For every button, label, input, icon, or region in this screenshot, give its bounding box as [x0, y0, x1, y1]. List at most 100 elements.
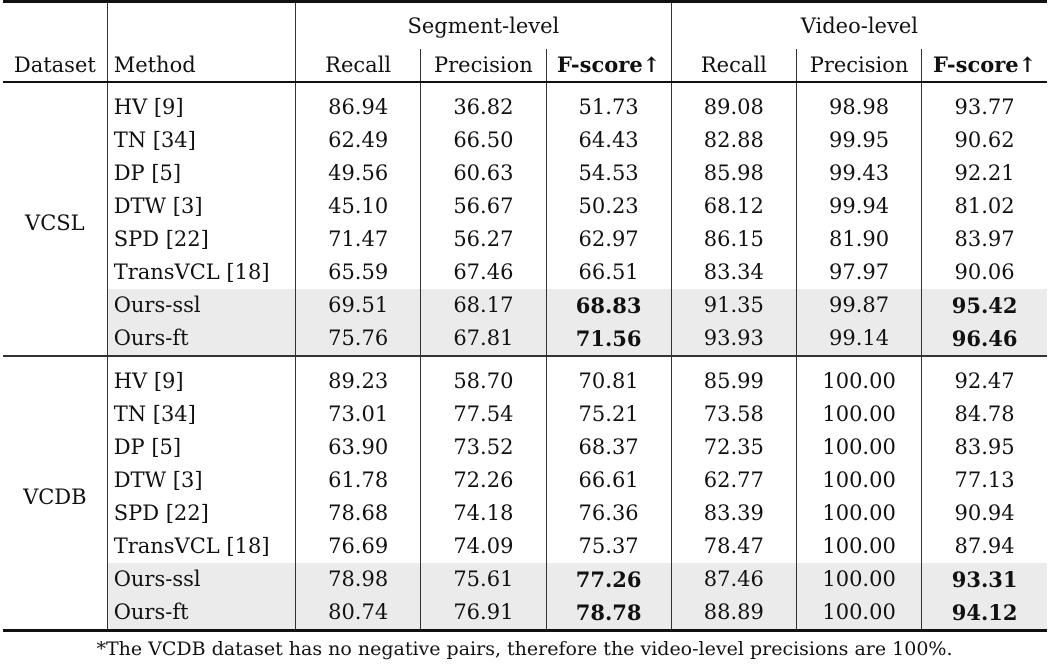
segment-precision-cell: 73.52 — [420, 431, 546, 464]
video-fscore-cell: 81.02 — [921, 190, 1047, 223]
spacer-cell — [921, 357, 1047, 365]
header-segment-recall: Recall — [295, 49, 421, 83]
segment-fscore-cell: 76.36 — [545, 497, 672, 530]
video-fscore-cell: 90.62 — [921, 124, 1047, 157]
section-spacer — [3, 82, 1047, 91]
dataset-label: VCSL — [25, 210, 85, 235]
header-empty-method — [106, 0, 296, 49]
segment-recall-cell: 45.10 — [295, 190, 421, 223]
segment-fscore-cell: 77.26 — [545, 563, 672, 596]
video-recall-cell: 78.47 — [670, 530, 797, 563]
video-fscore-cell: 92.47 — [921, 365, 1047, 398]
results-table: Segment-level Video-level Dataset Method… — [3, 0, 1047, 633]
header-video-recall: Recall — [670, 49, 797, 83]
table-row: Ours-ssl 78.98 75.61 77.26 87.46 100.00 93.31 — [3, 563, 1047, 596]
header-video-precision: Precision — [795, 49, 922, 83]
segment-precision-cell: 68.17 — [420, 289, 546, 322]
spacer-cell — [545, 82, 672, 91]
method-name: Ours-ft — [106, 322, 296, 356]
spacer-cell — [795, 82, 922, 91]
header-row-columns: Dataset Method Recall Precision F-score↑… — [3, 49, 1047, 83]
spacer-cell — [420, 82, 546, 91]
video-recall-cell: 88.89 — [670, 596, 797, 631]
segment-precision-cell: 75.61 — [420, 563, 546, 596]
segment-fscore-cell: 75.37 — [545, 530, 672, 563]
header-dataset: Dataset — [3, 49, 108, 83]
method-name: SPD [22] — [106, 223, 296, 256]
video-precision-cell: 100.00 — [795, 596, 922, 631]
segment-recall-cell: 76.69 — [295, 530, 421, 563]
segment-precision-cell: 76.91 — [420, 596, 546, 631]
video-recall-cell: 89.08 — [670, 91, 797, 124]
video-precision-cell: 100.00 — [795, 431, 922, 464]
video-recall-cell: 83.34 — [670, 256, 797, 289]
section-spacer — [3, 357, 1047, 365]
segment-precision-cell: 74.18 — [420, 497, 546, 530]
method-name: DP [5] — [106, 157, 296, 190]
video-recall-cell: 72.35 — [670, 431, 797, 464]
segment-fscore-cell: 51.73 — [545, 91, 672, 124]
segment-recall-cell: 86.94 — [295, 91, 421, 124]
video-recall-cell: 87.46 — [670, 563, 797, 596]
video-fscore-cell: 77.13 — [921, 464, 1047, 497]
video-fscore-cell: 93.31 — [921, 563, 1047, 596]
segment-precision-cell: 72.26 — [420, 464, 546, 497]
video-precision-cell: 99.43 — [795, 157, 922, 190]
table-row: Ours-ft 80.74 76.91 78.78 88.89 100.00 94.12 — [3, 596, 1047, 631]
video-precision-cell: 100.00 — [795, 464, 922, 497]
video-precision-cell: 81.90 — [795, 223, 922, 256]
header-group-video-level: Video-level — [670, 0, 1047, 49]
header-segment-fscore: F-score↑ — [545, 49, 672, 83]
table-row: TN [34] 62.49 66.50 64.43 82.88 99.95 90.62 — [3, 124, 1047, 157]
spacer-cell — [670, 357, 797, 365]
video-fscore-cell: 95.42 — [921, 289, 1047, 322]
segment-recall-cell: 89.23 — [295, 365, 421, 398]
header-video-fscore: F-score↑ — [921, 49, 1047, 83]
video-fscore-cell: 87.94 — [921, 530, 1047, 563]
video-precision-cell: 99.95 — [795, 124, 922, 157]
table-row: DP [5] 63.90 73.52 68.37 72.35 100.00 83.95 — [3, 431, 1047, 464]
method-name: TransVCL [18] — [106, 256, 296, 289]
spacer-cell — [106, 82, 296, 91]
method-name: HV [9] — [106, 91, 296, 124]
header-group-segment-level: Segment-level — [295, 0, 672, 49]
video-recall-cell: 85.99 — [670, 365, 797, 398]
segment-recall-cell: 49.56 — [295, 157, 421, 190]
segment-precision-cell: 56.67 — [420, 190, 546, 223]
segment-recall-cell: 69.51 — [295, 289, 421, 322]
video-recall-cell: 82.88 — [670, 124, 797, 157]
video-precision-cell: 99.14 — [795, 322, 922, 356]
video-precision-cell: 97.97 — [795, 256, 922, 289]
segment-fscore-cell: 54.53 — [545, 157, 672, 190]
table-row: DTW [3] 45.10 56.67 50.23 68.12 99.94 81.02 — [3, 190, 1047, 223]
table-row: DP [5] 49.56 60.63 54.53 85.98 99.43 92.21 — [3, 157, 1047, 190]
results-table-container: Segment-level Video-level Dataset Method… — [3, 0, 1047, 660]
video-recall-cell: 85.98 — [670, 157, 797, 190]
segment-precision-cell: 60.63 — [420, 157, 546, 190]
table-row: TN [34] 73.01 77.54 75.21 73.58 100.00 84.78 — [3, 398, 1047, 431]
video-recall-cell: 93.93 — [670, 322, 797, 356]
video-fscore-cell: 83.95 — [921, 431, 1047, 464]
segment-recall-cell: 63.90 — [295, 431, 421, 464]
segment-precision-cell: 67.46 — [420, 256, 546, 289]
table-body: VCSL HV [9] 86.94 36.82 51.73 89.08 98.98 93.77… — [3, 82, 1047, 633]
video-recall-cell: 91.35 — [670, 289, 797, 322]
header-segment-precision: Precision — [420, 49, 546, 83]
segment-fscore-cell: 70.81 — [545, 365, 672, 398]
video-precision-cell: 100.00 — [795, 365, 922, 398]
bottom-rule — [3, 629, 1047, 633]
segment-recall-cell: 78.68 — [295, 497, 421, 530]
table-row: VCSL HV [9] 86.94 36.82 51.73 89.08 98.98 93.77 — [3, 91, 1047, 235]
video-precision-cell: 100.00 — [795, 530, 922, 563]
dataset-label: VCDB — [23, 484, 87, 509]
video-fscore-cell: 92.21 — [921, 157, 1047, 190]
segment-fscore-cell: 71.56 — [545, 322, 672, 356]
segment-precision-cell: 67.81 — [420, 322, 546, 356]
table-row: Ours-ft 75.76 67.81 71.56 93.93 99.14 96.46 — [3, 322, 1047, 356]
video-recall-cell: 68.12 — [670, 190, 797, 223]
video-fscore-cell: 90.94 — [921, 497, 1047, 530]
table-row: SPD [22] 71.47 56.27 62.97 86.15 81.90 83.97 — [3, 223, 1047, 256]
video-precision-cell: 100.00 — [795, 497, 922, 530]
video-fscore-cell: 83.97 — [921, 223, 1047, 256]
video-fscore-cell: 93.77 — [921, 91, 1047, 124]
